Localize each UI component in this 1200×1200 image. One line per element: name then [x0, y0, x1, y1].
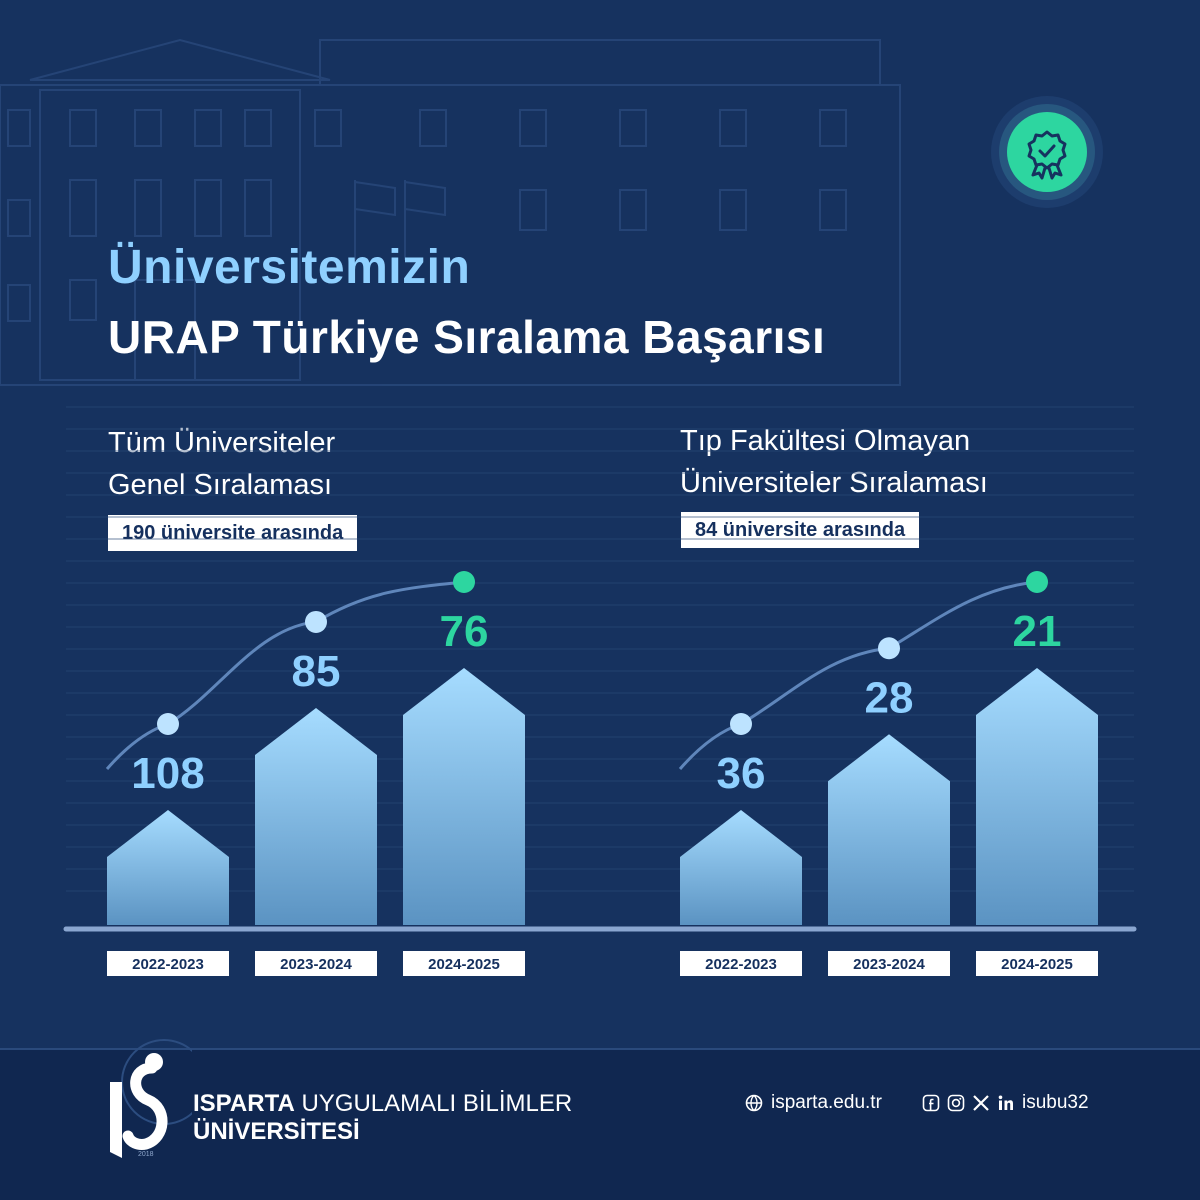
data-label: 28	[865, 673, 914, 722]
data-label: 21	[1013, 607, 1062, 656]
facebook-icon[interactable]	[922, 1094, 940, 1112]
chart1-title-line1: Tüm Üniversiteler	[108, 427, 336, 459]
category-label: 2023-2024	[853, 956, 925, 973]
social-links: isubu32	[922, 1092, 1089, 1114]
category-label-box	[976, 951, 1098, 976]
trend-point	[1026, 571, 1048, 593]
chart2-subtitle: 84 üniversite arasında	[681, 512, 920, 548]
bar	[403, 668, 525, 925]
bar	[255, 707, 377, 925]
bar	[680, 810, 802, 925]
building-background	[0, 38, 901, 386]
chart2-title-line1: Tıp Fakültesi Olmayan	[680, 425, 971, 457]
instagram-icon[interactable]	[947, 1094, 965, 1112]
gridlines	[66, 406, 1134, 892]
trend-line	[678, 580, 1038, 770]
trend-point	[453, 571, 475, 593]
category-label: 2023-2024	[280, 956, 352, 973]
bar	[828, 734, 950, 925]
category-label: 2024-2025	[428, 956, 500, 973]
university-name-line1: ISPARTA UYGULAMALI BİLİMLER	[193, 1090, 572, 1118]
bar	[107, 810, 229, 925]
data-label: 108	[131, 749, 204, 798]
globe-icon	[745, 1094, 763, 1112]
chart1-title: Tüm Üniversiteler Genel Sıralaması	[108, 422, 335, 506]
data-label: 36	[717, 749, 766, 798]
chart2-title-line2: Üniversiteler Sıralaması	[680, 467, 988, 499]
linkedin-icon[interactable]	[997, 1094, 1015, 1112]
university-name-line2: ÜNİVERSİTESİ	[193, 1118, 360, 1145]
category-label: 2022-2023	[132, 956, 204, 973]
category-label: 2022-2023	[705, 956, 777, 973]
category-label-box	[680, 951, 802, 976]
page-title-line2: URAP Türkiye Sıralama Başarısı	[108, 311, 826, 363]
trend-point	[157, 713, 179, 735]
trend-point	[878, 637, 900, 660]
category-label-box	[403, 951, 525, 976]
university-name-rest: UYGULAMALI BİLİMLER	[301, 1090, 573, 1117]
category-label: 2024-2025	[1001, 956, 1073, 973]
x-icon[interactable]	[972, 1094, 990, 1112]
data-label: 85	[292, 647, 341, 696]
category-label-box	[107, 951, 229, 976]
trend-point	[730, 713, 752, 735]
footer	[0, 1048, 1200, 1200]
chart1-title-line2: Genel Sıralaması	[108, 469, 333, 501]
category-label-box	[828, 951, 950, 976]
social-handle: isubu32	[1022, 1092, 1089, 1113]
chart2-title: Tıp Fakültesi Olmayan Üniversiteler Sıra…	[680, 420, 988, 504]
university-name-bold: ISPARTA	[193, 1090, 295, 1117]
logo-year: 2018	[138, 1151, 154, 1158]
website-text: isparta.edu.tr	[771, 1092, 882, 1113]
page-title-line1: Üniversitemizin	[108, 241, 471, 294]
trend-line	[105, 580, 465, 770]
bar	[976, 668, 1098, 925]
data-label: 76	[440, 607, 489, 656]
website-link[interactable]: isparta.edu.tr	[745, 1092, 882, 1114]
trend-point	[305, 610, 327, 633]
award-badge-icon	[991, 96, 1103, 208]
university-logo: 2018	[110, 1039, 192, 1158]
category-label-box	[255, 951, 377, 976]
